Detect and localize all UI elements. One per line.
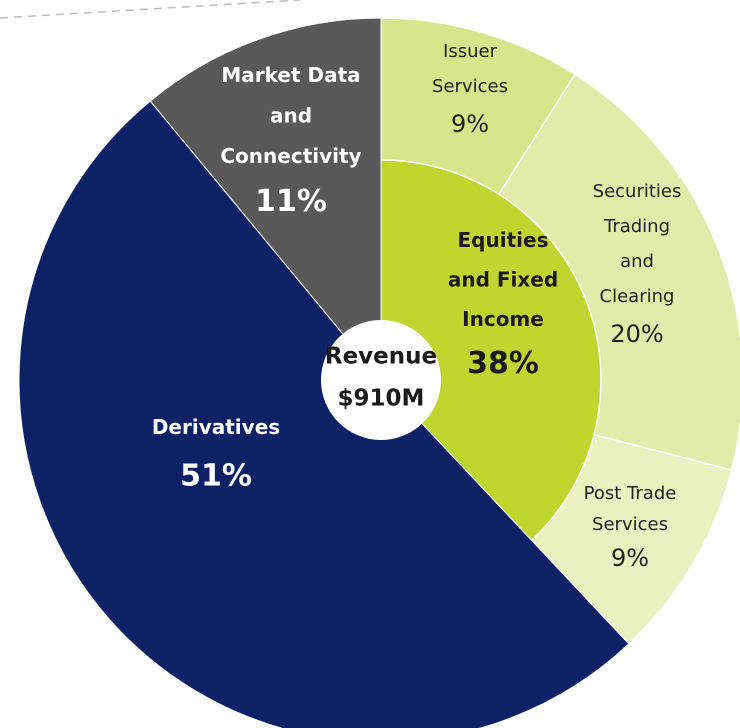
segment-label: Equities and Fixed Income — [448, 228, 558, 331]
segment-value-label: 9% — [611, 544, 649, 572]
center-total: $910M — [338, 386, 425, 412]
segment-label: Market Data and Connectivity — [220, 63, 361, 168]
labels: Issuer Services 9% Securities Trading and Clea… — [152, 41, 682, 572]
segment-value-label: 11% — [255, 184, 327, 219]
segment-label: Securities Trading and Clearing — [593, 181, 682, 307]
arcs — [18, 17, 740, 728]
segment-label: Derivatives — [152, 415, 280, 439]
segment-label: Post Trade Services — [584, 483, 677, 535]
center-label: Revenue — [325, 344, 437, 370]
segment-value-label: 9% — [451, 110, 489, 138]
segment — [18, 100, 630, 728]
sub-segment — [497, 73, 740, 471]
segment-label: Issuer Services — [432, 41, 508, 97]
segment-value-label: 38% — [467, 346, 539, 381]
segment-value-label: 51% — [180, 459, 252, 494]
decor-line — [0, 0, 301, 19]
center-hole — [321, 320, 441, 440]
segment-value-label: 20% — [610, 320, 663, 348]
segment — [149, 17, 382, 382]
